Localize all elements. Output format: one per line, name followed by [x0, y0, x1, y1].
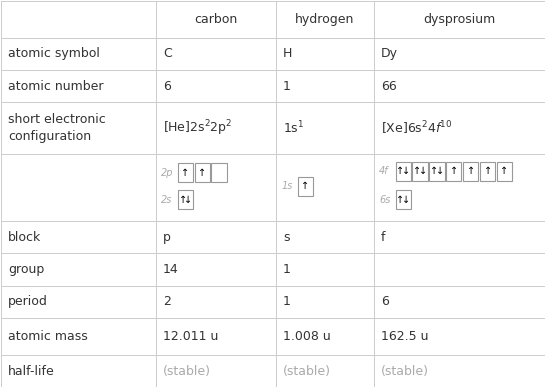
Text: p: p [163, 231, 171, 244]
Text: ↓: ↓ [184, 195, 192, 204]
Text: block: block [8, 231, 41, 244]
Text: 2: 2 [163, 296, 171, 308]
Text: (stable): (stable) [381, 365, 429, 378]
Text: (stable): (stable) [283, 365, 331, 378]
Bar [177, 190, 193, 209]
Bar [194, 163, 210, 182]
Text: atomic symbol: atomic symbol [8, 47, 100, 60]
Bar [429, 162, 444, 181]
Text: ↑: ↑ [198, 168, 206, 178]
Bar [211, 163, 227, 182]
Text: $\mathregular{1s^{1}}$: $\mathregular{1s^{1}}$ [283, 120, 304, 136]
Text: ↑: ↑ [430, 166, 438, 176]
Text: 1: 1 [283, 263, 290, 276]
Text: 1: 1 [283, 296, 290, 308]
Text: 14: 14 [163, 263, 179, 276]
Text: 12.011 u: 12.011 u [163, 330, 218, 343]
Text: s: s [283, 231, 289, 244]
Text: ↓: ↓ [402, 166, 410, 176]
Text: 162.5 u: 162.5 u [381, 330, 428, 343]
Text: ↑: ↑ [179, 195, 187, 204]
Text: 2p: 2p [162, 168, 174, 178]
Text: 6: 6 [163, 80, 171, 92]
Bar [497, 162, 512, 181]
Text: period: period [8, 296, 48, 308]
Bar [480, 162, 495, 181]
Text: 6: 6 [381, 296, 389, 308]
Text: 2s: 2s [162, 195, 173, 204]
Text: 66: 66 [381, 80, 396, 92]
Text: 1s: 1s [281, 181, 293, 191]
Text: (stable): (stable) [163, 365, 211, 378]
Text: ↑: ↑ [181, 168, 189, 178]
Text: $\mathregular{[He]2s^{2}2p^{2}}$: $\mathregular{[He]2s^{2}2p^{2}}$ [163, 118, 233, 138]
Text: ↑: ↑ [484, 166, 491, 176]
Text: H: H [283, 47, 292, 60]
Bar [177, 163, 193, 182]
Text: $\mathregular{[Xe]6s^{2}4}$$\mathit{f}$$\mathregular{^{10}}$: $\mathregular{[Xe]6s^{2}4}$$\mathit{f}$$… [381, 119, 453, 137]
Text: C: C [163, 47, 172, 60]
Text: ↓: ↓ [419, 166, 427, 176]
Text: 4f: 4f [379, 166, 389, 176]
Text: ↑: ↑ [467, 166, 475, 176]
Bar [395, 162, 411, 181]
Text: Dy: Dy [381, 47, 398, 60]
Text: group: group [8, 263, 44, 276]
Text: ↑: ↑ [500, 166, 508, 176]
Text: ↑: ↑ [396, 195, 405, 204]
Text: half-life: half-life [8, 365, 55, 378]
Text: ↓: ↓ [436, 166, 444, 176]
Bar [412, 162, 428, 181]
Text: f: f [381, 231, 385, 244]
Bar [298, 177, 313, 196]
Text: 6s: 6s [379, 195, 390, 204]
Bar [446, 162, 461, 181]
Text: 1: 1 [283, 80, 290, 92]
Text: ↑: ↑ [413, 166, 422, 176]
Text: carbon: carbon [194, 12, 238, 26]
Text: ↑: ↑ [396, 166, 405, 176]
Text: ↑: ↑ [450, 166, 458, 176]
Text: atomic number: atomic number [8, 80, 103, 92]
Text: dysprosium: dysprosium [423, 12, 496, 26]
Text: hydrogen: hydrogen [295, 12, 354, 26]
Text: short electronic
configuration: short electronic configuration [8, 113, 105, 143]
Text: atomic mass: atomic mass [8, 330, 87, 343]
Bar [395, 190, 411, 209]
Text: ↓: ↓ [402, 195, 410, 204]
Text: ↑: ↑ [301, 181, 309, 191]
Text: 1.008 u: 1.008 u [283, 330, 330, 343]
Bar [463, 162, 478, 181]
